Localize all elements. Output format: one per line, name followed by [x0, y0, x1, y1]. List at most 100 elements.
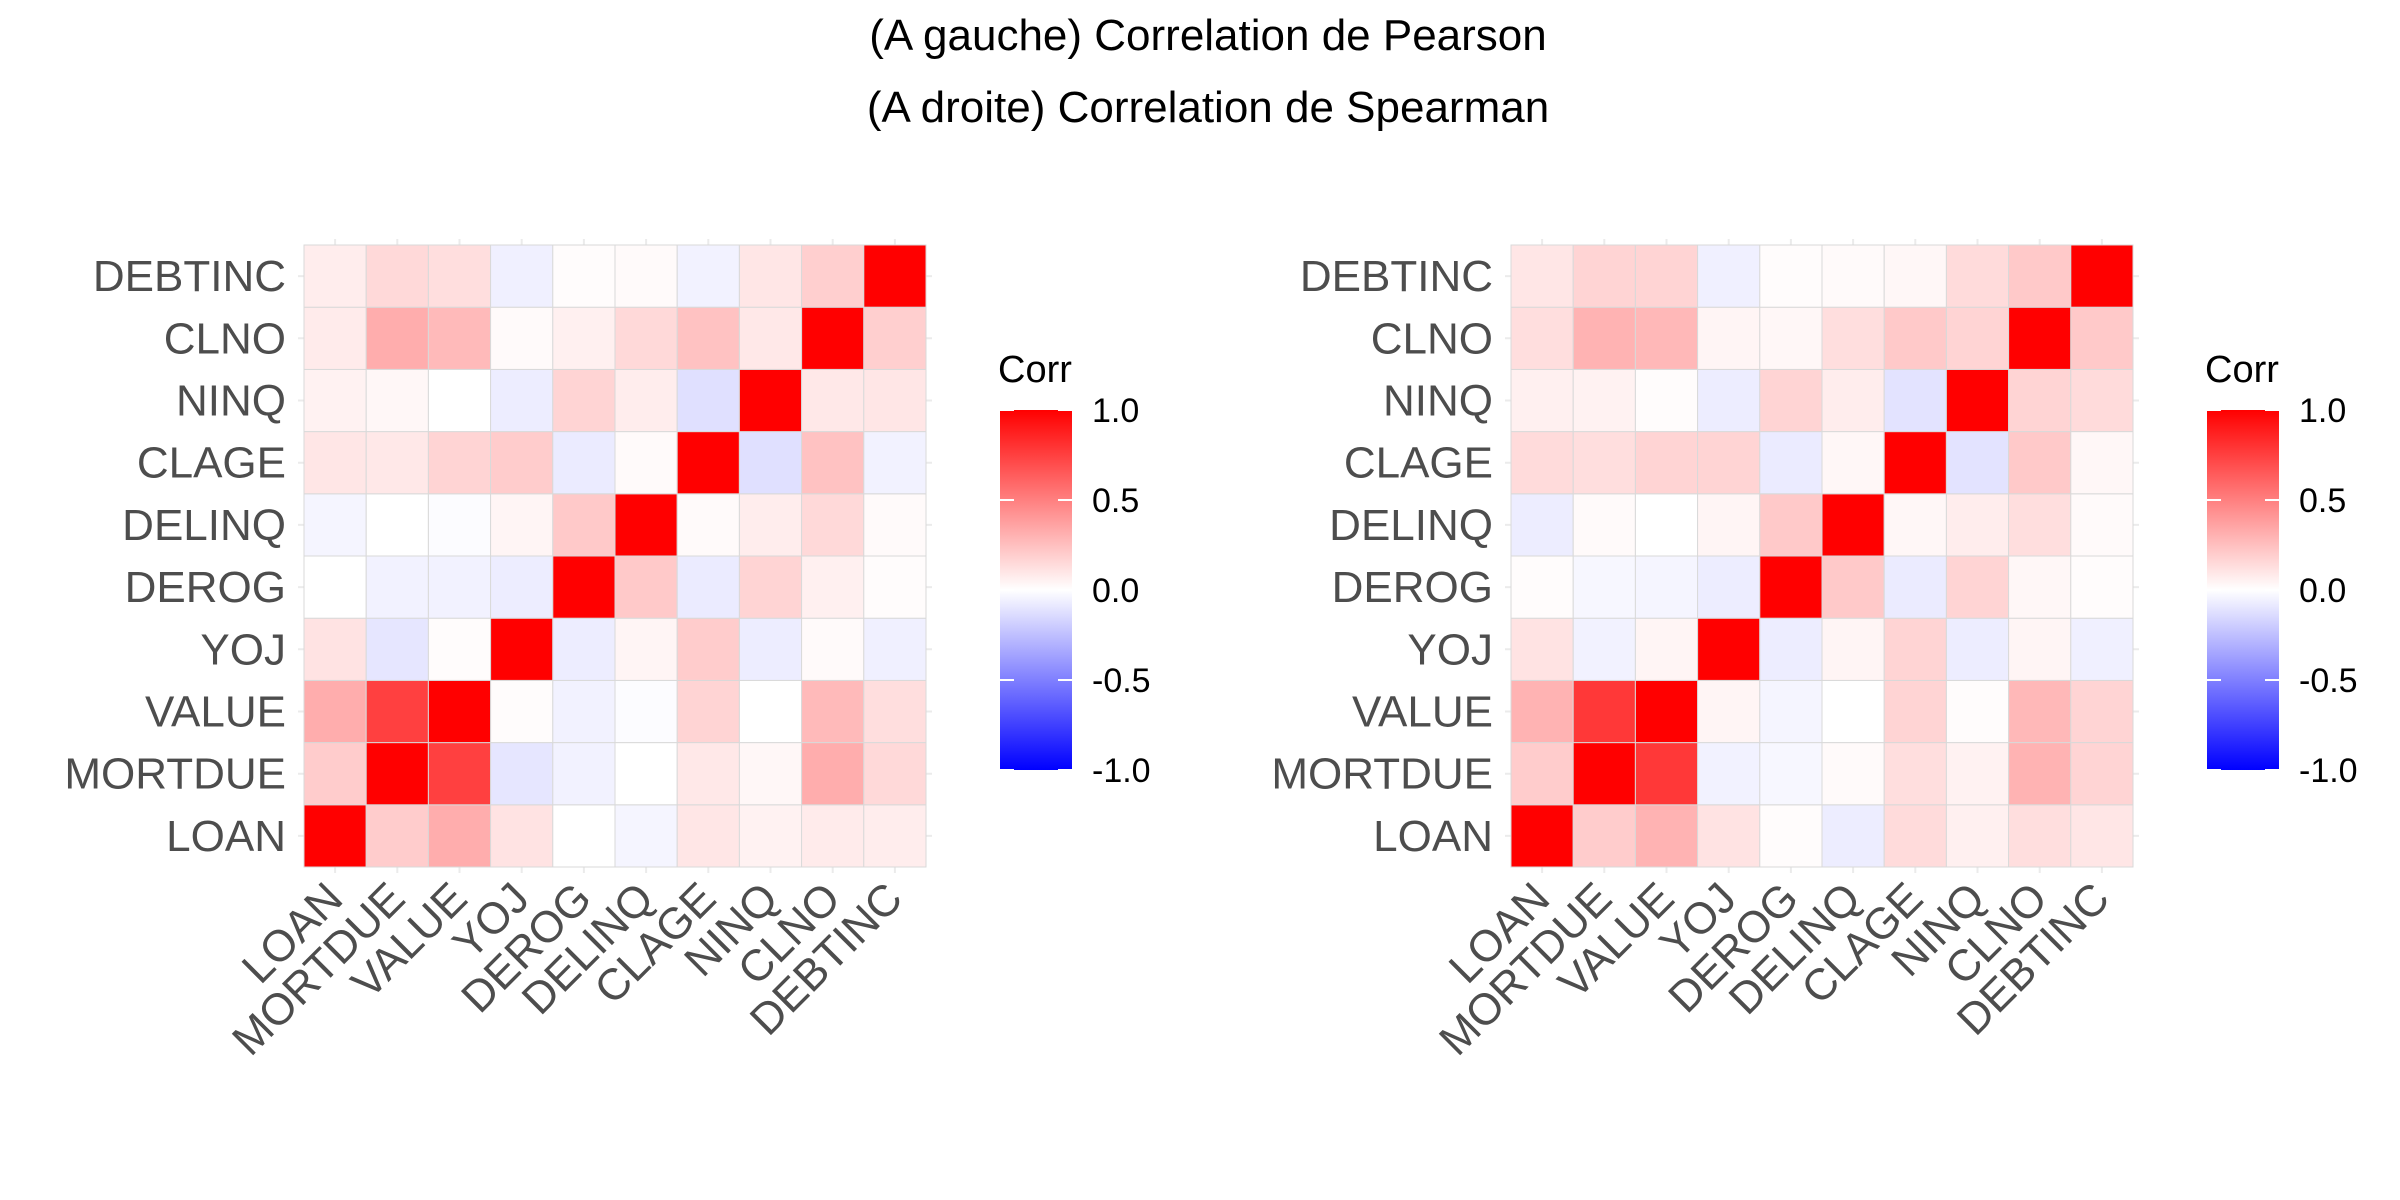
cell-ninq-clage: NINQ / CLAGE: -0.12: [676, 368, 740, 433]
cell-clno-loan: CLNO / LOAN: 0.13: [1510, 306, 1574, 370]
cell-value-delinq: VALUE / DELINQ: 0: [1821, 679, 1885, 744]
cell-clno-clage: CLNO / CLAGE: 0.24: [676, 306, 740, 370]
cell-derog-ninq: DEROG / NINQ: 0.17: [738, 555, 803, 619]
cell-value-loan: VALUE / LOAN: 0.3: [1510, 679, 1574, 744]
cell-loan-clno: LOAN / CLNO: 0.13: [2008, 804, 2072, 868]
y-tick-label-clage: CLAGE: [137, 439, 286, 488]
cell-delinq-clno: DELINQ / CLNO: 0.15: [801, 493, 865, 557]
cell-ninq-delinq: NINQ / DELINQ: 0.07: [614, 368, 678, 433]
cell-clage-debtinc: CLAGE / DEBTINC: 0.03: [2070, 431, 2134, 495]
cell-clno-ninq: CLNO / NINQ: 0.17: [1945, 306, 2010, 370]
cell-delinq-loan: DELINQ / LOAN: -0.04: [303, 493, 367, 557]
legend-tick-label: 1.0: [2299, 392, 2346, 430]
legend: Corr 1.0 0.5 0.0 -0.5 -1.0: [2205, 349, 2358, 790]
cell-clage-ninq: CLAGE / NINQ: -0.12: [738, 431, 803, 495]
cell-yoj-delinq: YOJ / DELINQ: 0.04: [614, 617, 678, 681]
cell-debtinc-debtinc: DEBTINC / DEBTINC: 1: [863, 244, 927, 308]
cell-debtinc-derog: DEBTINC / DEROG: 0.01: [552, 244, 616, 308]
cell-value-ninq: VALUE / NINQ: 0: [738, 679, 803, 744]
cell-derog-value: DEROG / VALUE: -0.04: [1634, 555, 1699, 619]
legend-tick-label: 0.5: [2299, 482, 2346, 520]
cell-clage-value: CLAGE / VALUE: 0.17: [427, 431, 492, 495]
cell-debtinc-delinq: DEBTINC / DELINQ: 0.02: [614, 244, 678, 308]
legend-tick-label: 0.5: [1092, 482, 1139, 520]
cell-debtinc-ninq: DEBTINC / NINQ: 0.14: [1945, 244, 2010, 308]
cell-value-clage: VALUE / CLAGE: 0.17: [1883, 679, 1947, 744]
cell-loan-delinq: LOAN / DELINQ: -0.04: [614, 804, 678, 868]
cell-delinq-derog: DELINQ / DEROG: 0.21: [552, 493, 616, 557]
y-tick-label-loan: LOAN: [1373, 812, 1493, 861]
cell-mortdue-value: MORTDUE / VALUE: 0.75: [427, 742, 492, 806]
cell-delinq-ninq: DELINQ / NINQ: 0.07: [738, 493, 803, 557]
cell-derog-clno: DEROG / CLNO: 0.06: [801, 555, 865, 619]
cell-value-mortdue: VALUE / MORTDUE: 0.75: [365, 679, 429, 744]
cell-clage-ninq: CLAGE / NINQ: -0.11: [1945, 431, 2010, 495]
cell-derog-derog: DEROG / DEROG: 1: [552, 555, 616, 619]
cell-clno-clage: CLNO / CLAGE: 0.21: [1883, 306, 1947, 370]
cell-yoj-clno: YOJ / CLNO: 0.02: [801, 617, 865, 681]
cell-loan-clage: LOAN / CLAGE: 0.1: [676, 804, 740, 868]
cell-clage-derog: CLAGE / DEROG: -0.08: [1759, 431, 1823, 495]
cell-derog-clno: DEROG / CLNO: 0.03: [2008, 555, 2072, 619]
cell-loan-ninq: LOAN / NINQ: 0.06: [1945, 804, 2010, 868]
cell-yoj-ninq: YOJ / NINQ: -0.07: [1945, 617, 2010, 681]
cell-clno-mortdue: CLNO / MORTDUE: 0.3: [1572, 306, 1636, 370]
cell-yoj-mortdue: YOJ / MORTDUE: -0.1: [365, 617, 429, 681]
cell-loan-mortdue: LOAN / MORTDUE: 0.2: [1572, 804, 1636, 868]
cell-yoj-delinq: YOJ / DELINQ: 0.04: [1821, 617, 1885, 681]
cell-value-debtinc: VALUE / DEBTINC: 0.13: [863, 679, 927, 744]
y-tick-label-clage: CLAGE: [1344, 439, 1493, 488]
cell-clage-delinq: CLAGE / DELINQ: 0.02: [614, 431, 678, 495]
cell-mortdue-clno: MORTDUE / CLNO: 0.3: [2008, 742, 2072, 806]
cell-clno-derog: CLNO / DEROG: 0.06: [552, 306, 616, 370]
cell-loan-delinq: LOAN / DELINQ: -0.07: [1821, 804, 1885, 868]
y-axis-labels: LOAN MORTDUE VALUE YOJ DEROG DELINQ CLAGE NINQ C…: [1271, 252, 1493, 861]
cell-derog-yoj: DEROG / YOJ: -0.07: [490, 555, 554, 619]
cell-ninq-derog: NINQ / DEROG: 0.17: [552, 368, 616, 433]
cell-delinq-derog: DELINQ / DEROG: 0.21: [1759, 493, 1823, 557]
cell-mortdue-yoj: MORTDUE / YOJ: -0.1: [490, 742, 554, 806]
y-tick-label-yoj: YOJ: [1407, 625, 1493, 674]
cell-mortdue-delinq: MORTDUE / DELINQ: 0.02: [1821, 742, 1885, 806]
cell-value-yoj: VALUE / YOJ: 0.04: [1697, 679, 1761, 744]
x-axis-labels: LOANMORTDUEVALUEYOJDEROGDELINQCLAGENINQC…: [223, 873, 912, 1064]
y-tick-label-derog: DEROG: [1332, 563, 1493, 612]
cell-mortdue-yoj: MORTDUE / YOJ: -0.05: [1697, 742, 1761, 806]
cell-yoj-value: YOJ / VALUE: 0.01: [427, 617, 492, 681]
y-tick-label-delinq: DELINQ: [122, 501, 286, 550]
cell-debtinc-ninq: DEBTINC / NINQ: 0.1: [738, 244, 803, 308]
cell-debtinc-mortdue: DEBTINC / MORTDUE: 0.15: [365, 244, 429, 308]
cell-clno-delinq: CLNO / DELINQ: 0.13: [1821, 306, 1885, 370]
cell-yoj-yoj: YOJ / YOJ: 1: [490, 617, 554, 681]
cell-loan-debtinc: LOAN / DEBTINC: 0.07: [863, 804, 927, 868]
y-tick-label-derog: DEROG: [125, 563, 286, 612]
cell-delinq-value: DELINQ / VALUE: 0: [1634, 493, 1699, 557]
cell-clno-loan: CLNO / LOAN: 0.08: [303, 306, 367, 370]
y-tick-label-yoj: YOJ: [200, 625, 286, 674]
cell-delinq-clage: DELINQ / CLAGE: 0.03: [1883, 493, 1947, 557]
y-tick-label-ninq: NINQ: [1383, 377, 1493, 426]
cell-yoj-debtinc: YOJ / DEBTINC: -0.06: [863, 617, 927, 681]
cell-debtinc-clno: DEBTINC / CLNO: 0.19: [801, 244, 865, 308]
cell-derog-derog: DEROG / DEROG: 1: [1759, 555, 1823, 619]
cell-loan-clage: LOAN / CLAGE: 0.14: [1883, 804, 1947, 868]
y-tick-label-delinq: DELINQ: [1329, 501, 1493, 550]
cell-delinq-delinq: DELINQ / DELINQ: 1: [1821, 493, 1885, 557]
cell-delinq-yoj: DELINQ / YOJ: 0.04: [1697, 493, 1761, 557]
cell-delinq-ninq: DELINQ / NINQ: 0.07: [1945, 493, 2010, 557]
spearman-heatmap: LOAN / LOAN: 1LOAN / MORTDUE: 0.2LOAN / …: [1271, 239, 2358, 1065]
cell-clno-delinq: CLNO / DELINQ: 0.15: [614, 306, 678, 370]
cell-delinq-yoj: DELINQ / YOJ: 0.04: [490, 493, 554, 557]
cell-debtinc-mortdue: DEBTINC / MORTDUE: 0.17: [1572, 244, 1636, 308]
cell-delinq-debtinc: DELINQ / DEBTINC: 0.02: [2070, 493, 2134, 557]
cell-derog-value: DEROG / VALUE: -0.05: [427, 555, 492, 619]
cell-debtinc-clage: DEBTINC / CLAGE: -0.05: [676, 244, 740, 308]
cell-mortdue-loan: MORTDUE / LOAN: 0.2: [1510, 742, 1574, 806]
cell-value-delinq: VALUE / DELINQ: -0.01: [614, 679, 678, 744]
cell-clage-derog: CLAGE / DEROG: -0.08: [552, 431, 616, 495]
cell-loan-yoj: LOAN / YOJ: 0.11: [490, 804, 554, 868]
y-tick-label-mortdue: MORTDUE: [64, 750, 286, 799]
cell-clage-clno: CLAGE / CLNO: 0.21: [2008, 431, 2072, 495]
y-tick-label-loan: LOAN: [166, 812, 286, 861]
